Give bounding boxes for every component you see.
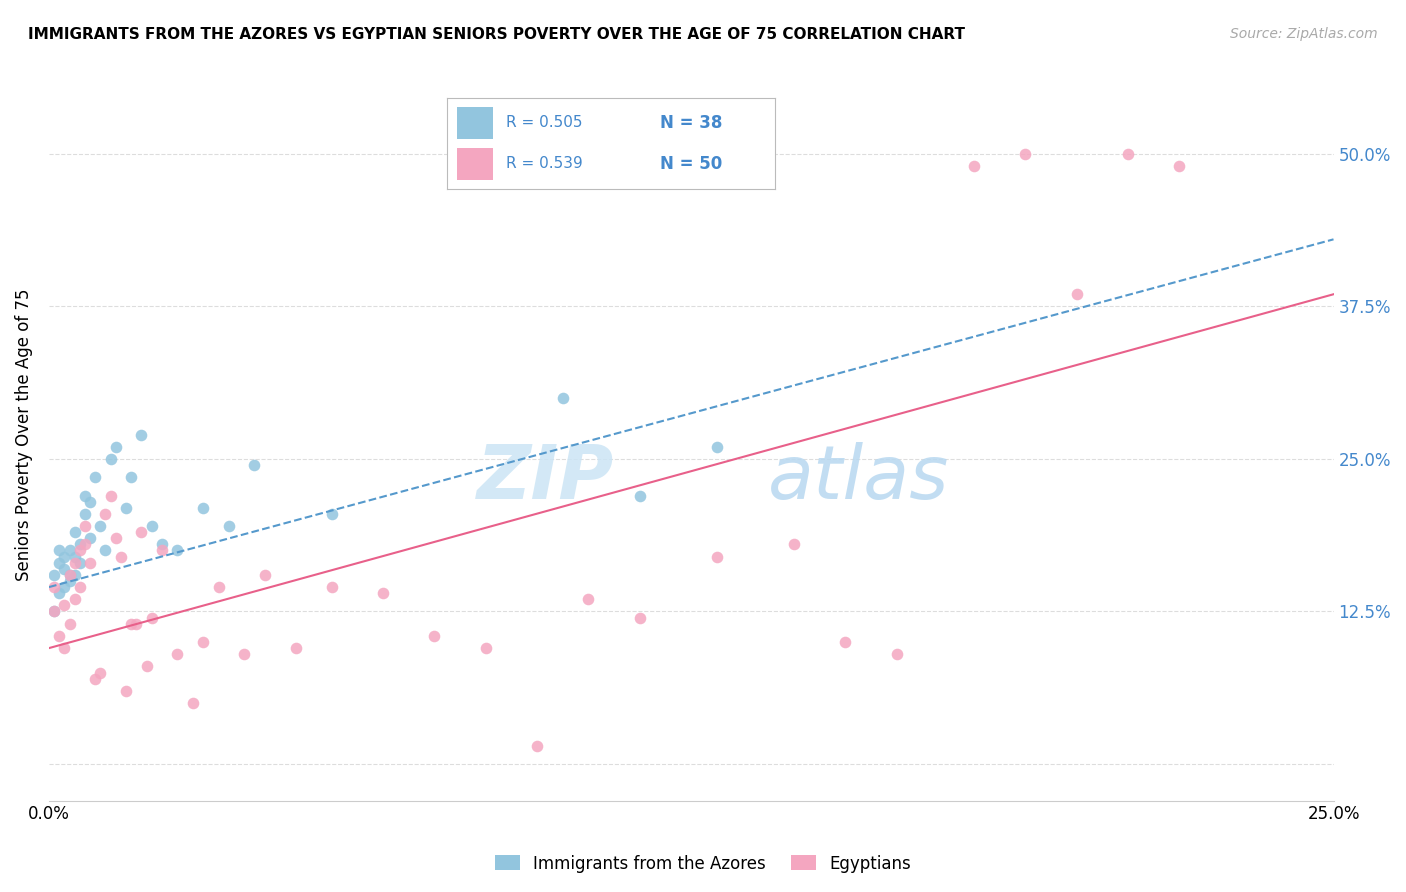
Point bbox=[474, 641, 496, 656]
Point bbox=[104, 531, 127, 545]
Text: Source: ZipAtlas.com: Source: ZipAtlas.com bbox=[1230, 27, 1378, 41]
Point bbox=[628, 610, 651, 624]
Point bbox=[69, 537, 91, 551]
Point bbox=[42, 580, 65, 594]
Point bbox=[53, 599, 76, 613]
Point bbox=[135, 659, 157, 673]
Point bbox=[110, 549, 132, 564]
Point bbox=[53, 641, 76, 656]
Point bbox=[42, 605, 65, 619]
Point bbox=[73, 537, 96, 551]
Point bbox=[63, 525, 86, 540]
Point bbox=[191, 500, 214, 515]
Point bbox=[1014, 147, 1036, 161]
Point bbox=[243, 458, 266, 472]
Point bbox=[89, 519, 111, 533]
Point bbox=[886, 647, 908, 661]
Point bbox=[53, 562, 76, 576]
Point bbox=[48, 586, 70, 600]
Point bbox=[89, 665, 111, 680]
Point bbox=[58, 574, 80, 588]
Point bbox=[115, 683, 138, 698]
Point bbox=[783, 537, 806, 551]
Point bbox=[79, 531, 101, 545]
Point bbox=[48, 543, 70, 558]
Point bbox=[120, 470, 142, 484]
Point bbox=[58, 616, 80, 631]
Text: atlas: atlas bbox=[768, 442, 949, 515]
Point bbox=[115, 500, 138, 515]
Point bbox=[423, 629, 446, 643]
Text: ZIP: ZIP bbox=[477, 442, 614, 515]
Point bbox=[58, 567, 80, 582]
Point bbox=[73, 507, 96, 521]
Point bbox=[141, 519, 163, 533]
Y-axis label: Seniors Poverty Over the Age of 75: Seniors Poverty Over the Age of 75 bbox=[15, 288, 32, 581]
Text: IMMIGRANTS FROM THE AZORES VS EGYPTIAN SENIORS POVERTY OVER THE AGE OF 75 CORREL: IMMIGRANTS FROM THE AZORES VS EGYPTIAN S… bbox=[28, 27, 965, 42]
Point bbox=[371, 586, 394, 600]
Point bbox=[834, 635, 856, 649]
Point bbox=[963, 159, 986, 173]
Point bbox=[150, 537, 173, 551]
Point bbox=[120, 616, 142, 631]
Point bbox=[42, 567, 65, 582]
Point bbox=[84, 470, 107, 484]
Point bbox=[100, 452, 122, 467]
Point bbox=[73, 489, 96, 503]
Point bbox=[150, 543, 173, 558]
Point bbox=[166, 647, 188, 661]
Point bbox=[628, 489, 651, 503]
Point bbox=[706, 549, 728, 564]
Point bbox=[526, 739, 548, 753]
Point bbox=[284, 641, 307, 656]
Point bbox=[218, 519, 240, 533]
Point bbox=[131, 427, 153, 442]
Point bbox=[53, 580, 76, 594]
Point bbox=[94, 543, 117, 558]
Point bbox=[321, 580, 343, 594]
Point bbox=[125, 616, 148, 631]
Point bbox=[63, 549, 86, 564]
Point bbox=[42, 605, 65, 619]
Point bbox=[578, 592, 600, 607]
Point bbox=[94, 507, 117, 521]
Point bbox=[1116, 147, 1139, 161]
Point bbox=[63, 567, 86, 582]
Legend: Immigrants from the Azores, Egyptians: Immigrants from the Azores, Egyptians bbox=[488, 848, 918, 880]
Point bbox=[69, 543, 91, 558]
Point bbox=[79, 494, 101, 508]
Point bbox=[69, 556, 91, 570]
Point bbox=[166, 543, 188, 558]
Point bbox=[207, 580, 229, 594]
Point bbox=[63, 592, 86, 607]
Point bbox=[48, 629, 70, 643]
Point bbox=[104, 440, 127, 454]
Point bbox=[100, 489, 122, 503]
Point bbox=[253, 567, 276, 582]
Point bbox=[69, 580, 91, 594]
Point bbox=[191, 635, 214, 649]
Point bbox=[73, 519, 96, 533]
Point bbox=[1168, 159, 1191, 173]
Point bbox=[321, 507, 343, 521]
Point bbox=[48, 556, 70, 570]
Point bbox=[58, 543, 80, 558]
Point bbox=[53, 549, 76, 564]
Point bbox=[79, 556, 101, 570]
Point bbox=[58, 567, 80, 582]
Point bbox=[706, 440, 728, 454]
Point bbox=[181, 696, 204, 710]
Point bbox=[84, 672, 107, 686]
Point bbox=[63, 556, 86, 570]
Point bbox=[551, 391, 574, 405]
Point bbox=[233, 647, 256, 661]
Point bbox=[131, 525, 153, 540]
Point bbox=[141, 610, 163, 624]
Point bbox=[1066, 287, 1088, 301]
